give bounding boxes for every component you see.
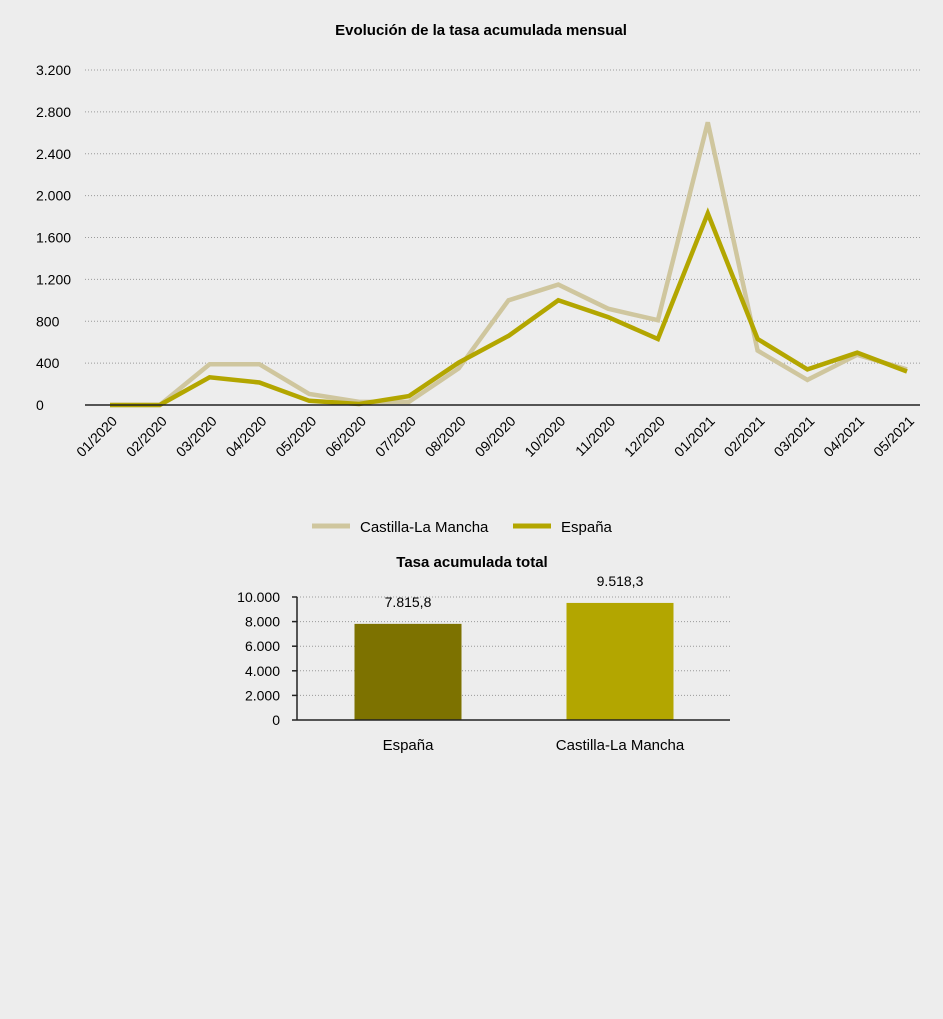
line-x-tick-label: 01/2020 [73,413,120,460]
bar-value-label: 9.518,3 [597,573,644,589]
line-chart-title: Evolución de la tasa acumulada mensual [335,22,627,39]
line-x-tick-label: 07/2020 [372,413,419,460]
bar-y-tick-label: 4.000 [245,663,280,679]
line-grid [85,69,920,364]
line-x-tick-label: 05/2020 [272,413,319,460]
line-series-group [110,121,908,408]
bar-castilla-la-mancha [566,602,674,720]
line-x-tick-label: 02/2021 [721,413,768,460]
line-y-tick-label: 1.600 [36,230,71,246]
line-x-tick-label: 09/2020 [472,413,519,460]
line-y-tick-labels: 0 400 800 1.200 1.600 2.000 2.400 2.800 3.200 [36,62,71,413]
line-chart: Evolución de la tasa acumulada mensual 0… [36,22,920,536]
bar-espana [354,623,462,720]
line-x-tick-labels: 01/2020 02/2020 03/2020 04/2020 05/2020 06/20… [73,413,917,460]
line-x-tick-label: 03/2020 [173,413,220,460]
bar-value-label: 7.815,8 [385,594,432,610]
line-x-tick-label: 04/2020 [222,413,269,460]
legend-label-castilla: Castilla-La Mancha [360,519,489,536]
line-y-tick-label: 0 [36,397,44,413]
bar-chart: Tasa acumulada total 0 2.000 4.000 6.000 8.0… [237,554,730,754]
line-x-tick-label: 04/2021 [820,413,867,460]
line-x-tick-label: 05/2021 [870,413,917,460]
line-x-tick-label: 10/2020 [521,413,568,460]
line-y-tick-label: 2.000 [36,188,71,204]
line-x-tick-label: 01/2021 [671,413,718,460]
bar-y-tick-label: 10.000 [237,589,280,605]
line-y-tick-label: 2.800 [36,104,71,120]
line-y-tick-label: 3.200 [36,62,71,78]
line-x-tick-label: 06/2020 [322,413,369,460]
series-line-espana [110,207,908,408]
bar-y-tick-label: 8.000 [245,614,280,630]
bar-category-label: Castilla-La Mancha [556,737,685,754]
bar-category-label: España [383,737,435,754]
line-y-tick-label: 1.200 [36,271,71,287]
bar-bars-group: 7.815,8 España 9.518,3 Castilla-La Mancha [354,573,685,754]
line-x-tick-label: 03/2021 [770,413,817,460]
line-legend: Castilla-La Mancha España [312,519,613,536]
line-x-tick-label: 11/2020 [572,413,619,460]
line-x-tick-label: 12/2020 [621,413,668,460]
line-x-tick-label: 02/2020 [123,413,170,460]
bar-y-tick-label: 2.000 [245,687,280,703]
legend-label-espana: España [561,519,613,536]
line-y-tick-label: 800 [36,313,60,329]
line-y-tick-label: 400 [36,355,60,371]
bar-y-tick-labels: 0 2.000 4.000 6.000 8.000 10.000 [237,589,280,728]
line-y-tick-label: 2.400 [36,146,71,162]
line-x-tick-label: 08/2020 [422,413,469,460]
series-line-castilla-la-mancha [110,121,908,408]
bar-y-tick-label: 6.000 [245,638,280,654]
bar-y-tick-label: 0 [272,712,280,728]
bar-chart-title: Tasa acumulada total [396,554,547,571]
